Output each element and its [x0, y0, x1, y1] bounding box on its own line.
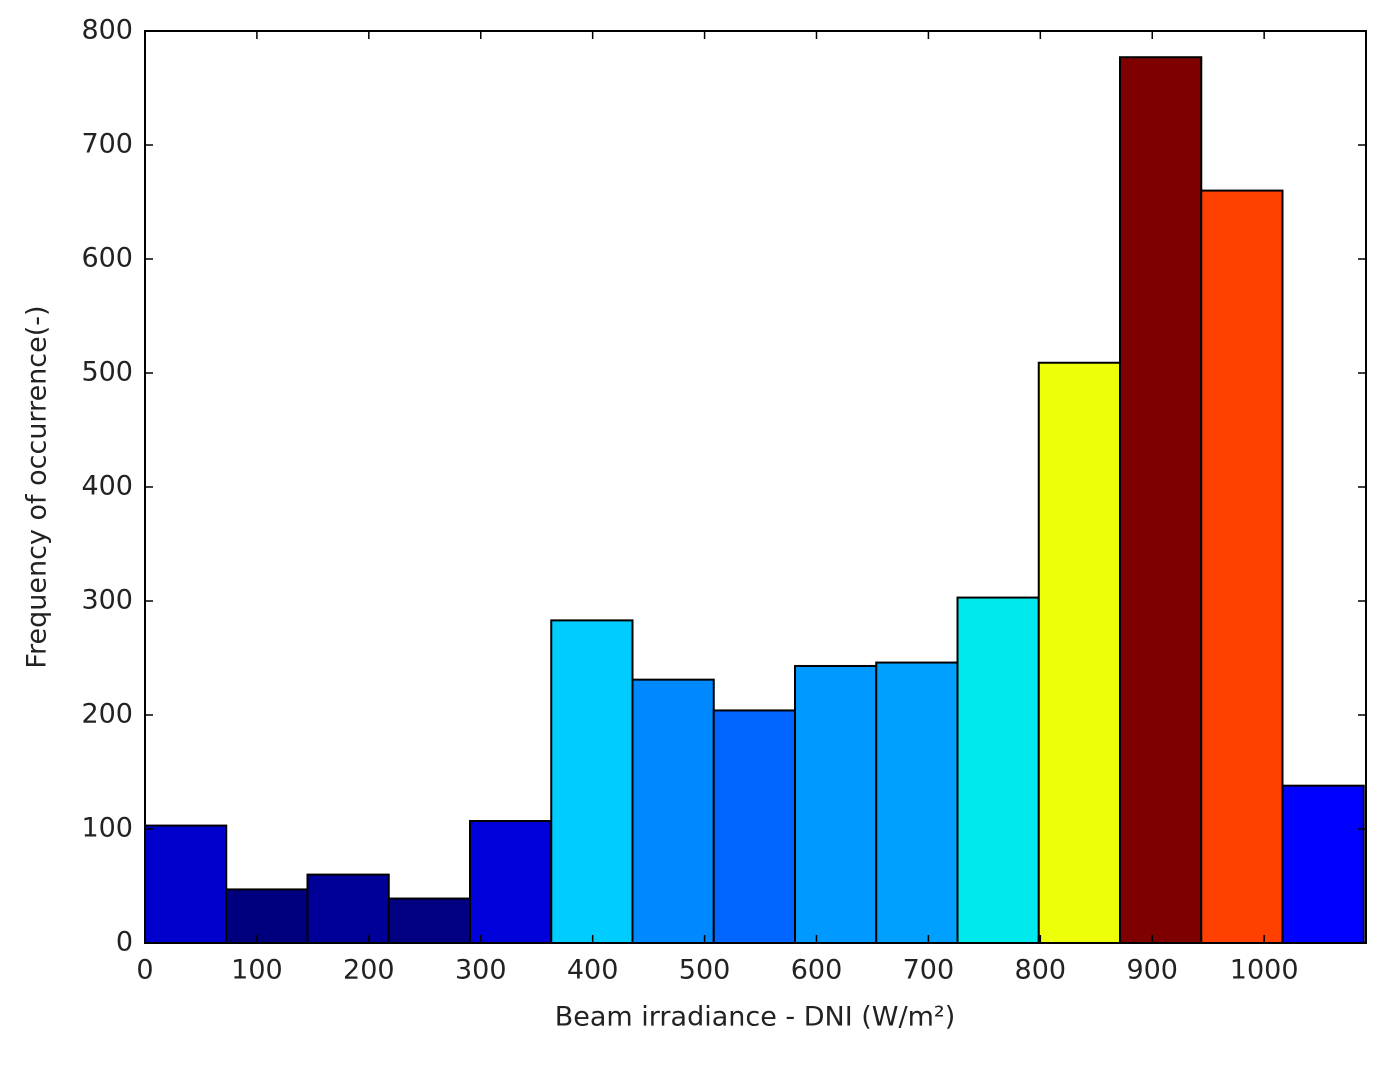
x-tick-label: 200: [343, 955, 395, 986]
x-tick-label: 800: [1015, 955, 1067, 986]
bar: [1037, 361, 1122, 944]
x-tick-label: 300: [455, 955, 507, 986]
y-tick-label: 300: [81, 585, 133, 616]
y-tick-label: 700: [81, 129, 133, 160]
bar: [387, 897, 472, 944]
y-tick-label: 600: [81, 243, 133, 274]
bar: [306, 873, 390, 944]
y-tick-label: 500: [81, 357, 133, 388]
x-tick-label: 500: [679, 955, 731, 986]
y-tick-label: 0: [116, 927, 133, 958]
y-tick-label: 800: [81, 15, 133, 46]
bar: [469, 820, 553, 945]
x-tick-label: 100: [231, 955, 283, 986]
bar: [956, 596, 1040, 945]
bar: [712, 709, 797, 944]
x-tick-label: 700: [903, 955, 955, 986]
bar: [144, 824, 228, 945]
x-tick-label: 1000: [1230, 955, 1299, 986]
bar: [794, 664, 878, 944]
bar: [550, 619, 634, 944]
bar: [1119, 56, 1203, 945]
x-tick-label: 400: [567, 955, 619, 986]
y-axis-label: Frequency of occurrence(-): [22, 305, 53, 668]
bar: [1200, 189, 1284, 945]
bar: [1281, 784, 1365, 944]
plot-frame: [144, 30, 1367, 944]
x-tick-label: 600: [791, 955, 843, 986]
y-tick-label: 200: [81, 699, 133, 730]
bar: [225, 888, 309, 944]
x-tick-label: 900: [1126, 955, 1178, 986]
x-tick-label: 0: [136, 955, 153, 986]
x-axis-label: Beam irradiance - DNI (W/m²): [555, 1002, 956, 1033]
bar: [875, 661, 959, 944]
y-tick-label: 400: [81, 471, 133, 502]
y-tick-label: 100: [81, 813, 133, 844]
bar: [631, 678, 715, 944]
